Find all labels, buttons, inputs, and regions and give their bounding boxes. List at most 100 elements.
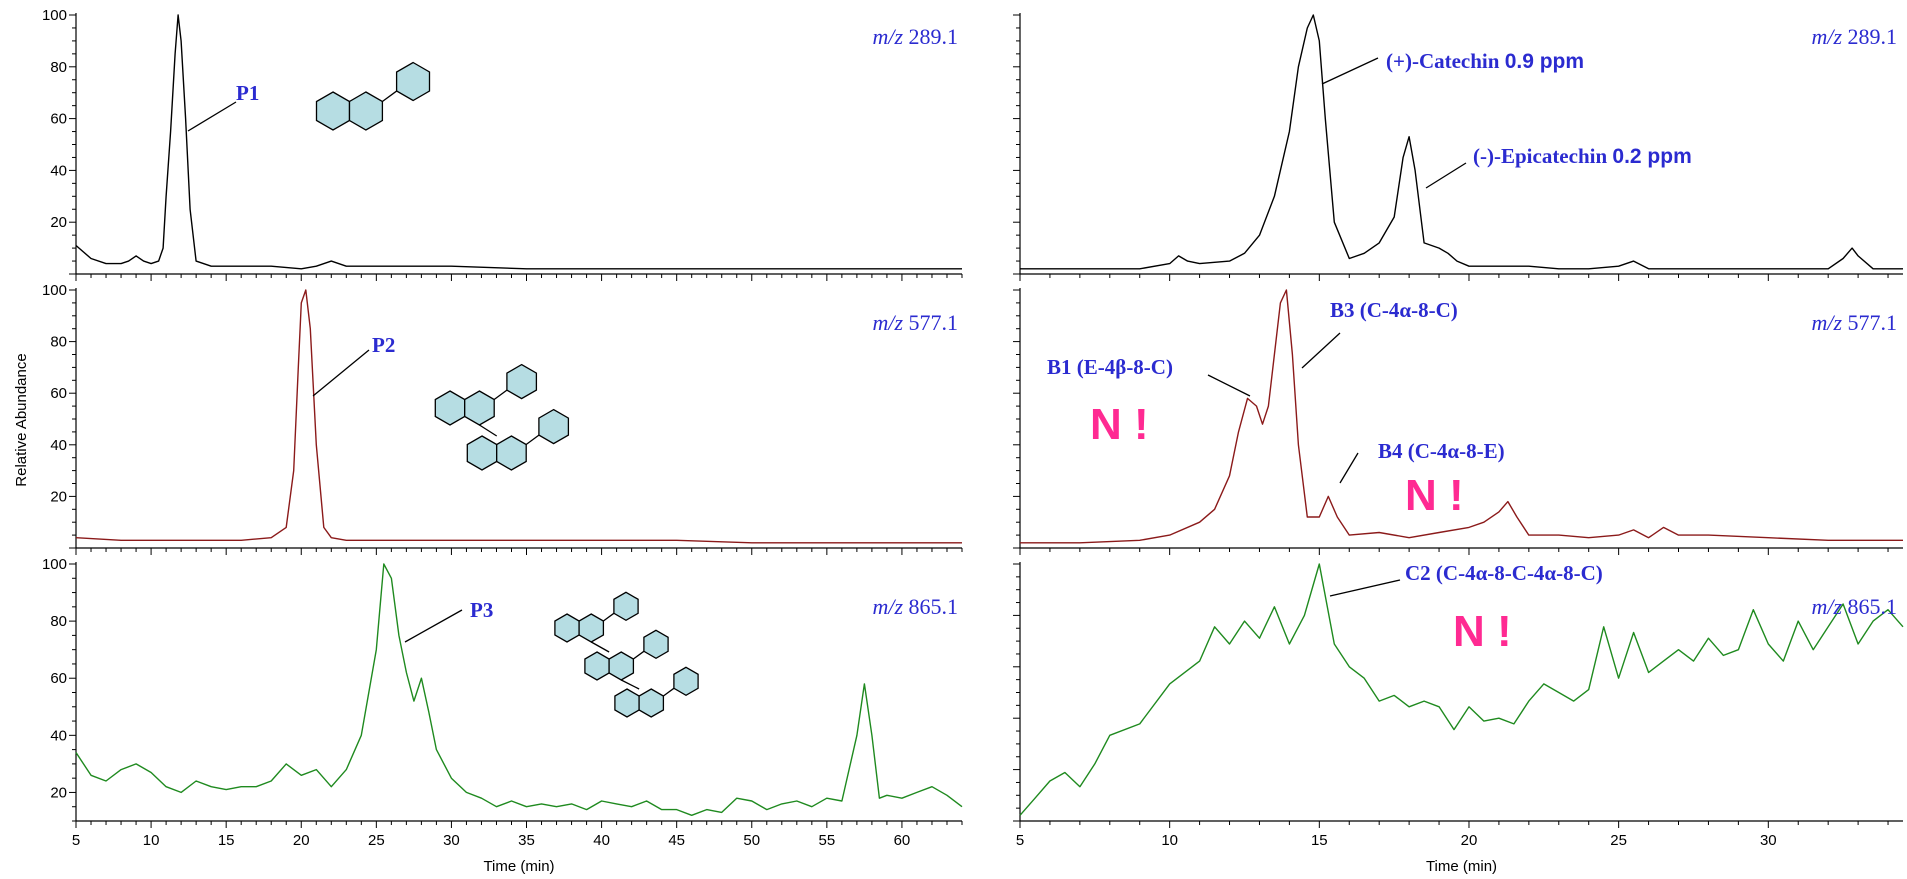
leader-b3 <box>1301 332 1341 369</box>
y-axis-title: Relative Abundance <box>13 353 30 486</box>
ring-b <box>538 408 570 445</box>
x-tick-label-right-865: 30 <box>1760 832 1777 849</box>
ring-a <box>466 435 498 471</box>
ring-b <box>613 591 639 622</box>
interflavan-bond <box>590 641 610 653</box>
peak-label-b1: B1 (E-4β-8-C) <box>1047 355 1173 379</box>
bond <box>662 687 675 697</box>
ring-b <box>395 61 431 102</box>
y-tick-label-left-289: 60 <box>50 111 67 128</box>
y-tick-label-left-577: 80 <box>50 334 67 351</box>
x-tick-label-left-865: 50 <box>743 832 760 849</box>
n-mark-b4: N ! <box>1405 471 1464 520</box>
x-tick-label-left-865: 40 <box>593 832 610 849</box>
y-tick-label-left-577: 100 <box>42 282 67 299</box>
interflavan-bond <box>620 679 640 690</box>
y-tick-label-left-289: 80 <box>50 59 67 76</box>
ring-c <box>638 688 665 718</box>
ring-a <box>614 688 640 718</box>
trace-left-289 <box>75 14 962 270</box>
x-axis-title-right-865: Time (min) <box>1426 858 1497 875</box>
panel-right-865: 5 10 15 20 25 30 Time (min) <box>1013 562 1904 875</box>
ring-a <box>315 91 351 131</box>
x-tick-label-left-865: 30 <box>443 832 460 849</box>
x-tick-label-left-865: 35 <box>518 832 535 849</box>
mz-label-left-577: m/z 577.1 <box>872 310 958 335</box>
peak-label-c2: C2 (C-4α-8-C-4α-8-C) <box>1405 561 1603 585</box>
panel-right-289 <box>1013 13 1903 281</box>
mz-label-right-865: m/z 865.1 <box>1811 594 1897 619</box>
x-tick-label-left-865: 25 <box>368 832 385 849</box>
y-tick-label-left-865: 100 <box>42 556 67 573</box>
x-tick-label-right-865: 25 <box>1610 832 1627 849</box>
x-tick-label-left-865: 55 <box>819 832 836 849</box>
y-tick-label-left-289: 20 <box>50 214 67 231</box>
y-tick-label-left-865: 40 <box>50 727 67 744</box>
ring-a <box>554 613 580 643</box>
x-tick-label-left-865: 15 <box>218 832 235 849</box>
peak-label-p2: P2 <box>372 333 395 357</box>
ring-c <box>578 613 605 643</box>
ring-b <box>506 363 538 400</box>
procyanidin-trimer-icon <box>554 591 699 718</box>
panel-left-865: 20 40 60 80 100 5 10 15 20 25 30 35 40 45 50 55 60 Time (… <box>42 556 963 875</box>
x-tick-label-left-865: 20 <box>293 832 310 849</box>
mz-label-left-865: m/z 865.1 <box>872 594 958 619</box>
y-tick-label-left-865: 60 <box>50 670 67 687</box>
leader-p1 <box>187 101 237 132</box>
bond <box>602 612 615 622</box>
ring-c <box>464 390 495 426</box>
bond <box>381 90 397 103</box>
mz-label-right-289: m/z 289.1 <box>1811 24 1897 49</box>
ring-b <box>673 666 699 697</box>
leader-c2 <box>1329 579 1401 597</box>
ring-a <box>584 651 610 681</box>
x-tick-label-right-865: 5 <box>1016 832 1024 849</box>
y-tick-label-left-289: 100 <box>42 7 67 24</box>
peak-label-catechin: (+)-Catechin 0.9 ppm <box>1386 49 1584 73</box>
panel-left-577: 20 40 60 80 100 <box>42 282 963 555</box>
leader-b4 <box>1339 452 1359 484</box>
peak-label-b3: B3 (C-4α-8-C) <box>1330 298 1458 322</box>
panel-right-577 <box>1013 288 1903 555</box>
x-tick-label-right-865: 15 <box>1311 832 1328 849</box>
procyanidin-dimer-icon <box>434 363 570 471</box>
leader-b1 <box>1207 374 1251 397</box>
trace-right-289 <box>1020 14 1903 270</box>
x-tick-label-left-865: 10 <box>143 832 160 849</box>
leader-catechin <box>1321 57 1379 85</box>
x-tick-label-left-865: 45 <box>668 832 685 849</box>
y-tick-label-left-577: 60 <box>50 385 67 402</box>
bond <box>632 650 645 660</box>
panel-left-289: 20 40 60 80 100 <box>42 7 963 281</box>
y-tick-label-left-577: 40 <box>50 437 67 454</box>
y-tick-label-left-865: 80 <box>50 613 67 630</box>
mz-label-left-289: m/z 289.1 <box>872 24 958 49</box>
leader-p3 <box>404 609 463 643</box>
y-tick-label-left-865: 20 <box>50 784 67 801</box>
y-tick-label-left-577: 20 <box>50 488 67 505</box>
bond <box>525 434 540 446</box>
mz-label-right-577: m/z 577.1 <box>1811 310 1897 335</box>
trace-left-865 <box>75 563 963 816</box>
ring-b <box>643 629 669 660</box>
x-tick-label-left-865: 5 <box>72 832 80 849</box>
trace-right-865 <box>1019 563 1904 816</box>
peak-label-p3: P3 <box>470 598 493 622</box>
ring-a <box>434 390 466 426</box>
n-mark-c2: N ! <box>1453 607 1512 656</box>
x-tick-label-left-865: 60 <box>894 832 911 849</box>
bond <box>493 389 508 401</box>
peak-label-b4: B4 (C-4α-8-E) <box>1378 439 1505 463</box>
x-tick-label-right-865: 20 <box>1461 832 1478 849</box>
n-mark-b1: N ! <box>1090 400 1149 449</box>
peak-label-epicatechin: (-)-Epicatechin 0.2 ppm <box>1473 144 1692 168</box>
procyanidin-monomer-icon <box>315 61 431 131</box>
x-tick-label-right-865: 10 <box>1161 832 1178 849</box>
ring-c <box>608 651 635 681</box>
trace-left-577 <box>75 289 962 544</box>
y-tick-label-left-289: 40 <box>50 162 67 179</box>
leader-epicatechin <box>1425 162 1467 189</box>
x-axis-title-left-865: Time (min) <box>483 858 554 875</box>
